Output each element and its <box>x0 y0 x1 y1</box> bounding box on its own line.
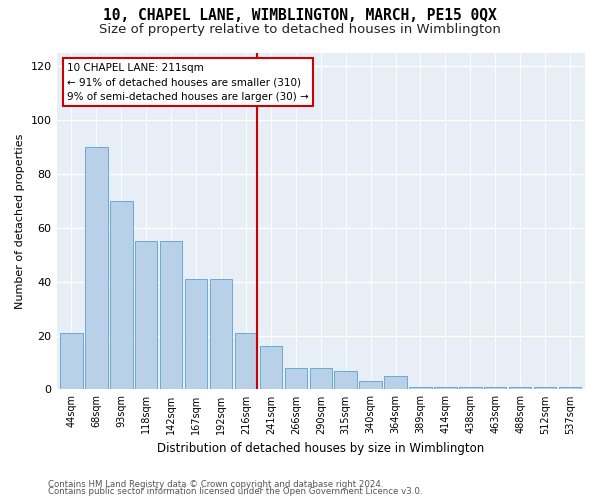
Bar <box>359 382 382 390</box>
Bar <box>160 241 182 390</box>
Text: 10, CHAPEL LANE, WIMBLINGTON, MARCH, PE15 0QX: 10, CHAPEL LANE, WIMBLINGTON, MARCH, PE1… <box>103 8 497 22</box>
Bar <box>534 386 556 390</box>
Bar <box>135 241 157 390</box>
Bar <box>509 386 532 390</box>
X-axis label: Distribution of detached houses by size in Wimblington: Distribution of detached houses by size … <box>157 442 484 455</box>
Bar <box>185 279 208 390</box>
Bar <box>409 386 431 390</box>
Text: Size of property relative to detached houses in Wimblington: Size of property relative to detached ho… <box>99 22 501 36</box>
Bar <box>559 386 581 390</box>
Bar <box>434 386 457 390</box>
Bar <box>60 333 83 390</box>
Bar <box>484 386 506 390</box>
Bar <box>385 376 407 390</box>
Bar <box>235 333 257 390</box>
Bar <box>260 346 282 390</box>
Bar <box>284 368 307 390</box>
Text: 10 CHAPEL LANE: 211sqm
← 91% of detached houses are smaller (310)
9% of semi-det: 10 CHAPEL LANE: 211sqm ← 91% of detached… <box>67 62 309 102</box>
Bar <box>334 370 357 390</box>
Bar <box>210 279 232 390</box>
Y-axis label: Number of detached properties: Number of detached properties <box>15 134 25 308</box>
Text: Contains public sector information licensed under the Open Government Licence v3: Contains public sector information licen… <box>48 488 422 496</box>
Bar <box>310 368 332 390</box>
Bar <box>110 200 133 390</box>
Text: Contains HM Land Registry data © Crown copyright and database right 2024.: Contains HM Land Registry data © Crown c… <box>48 480 383 489</box>
Bar <box>85 147 107 390</box>
Bar <box>459 386 482 390</box>
